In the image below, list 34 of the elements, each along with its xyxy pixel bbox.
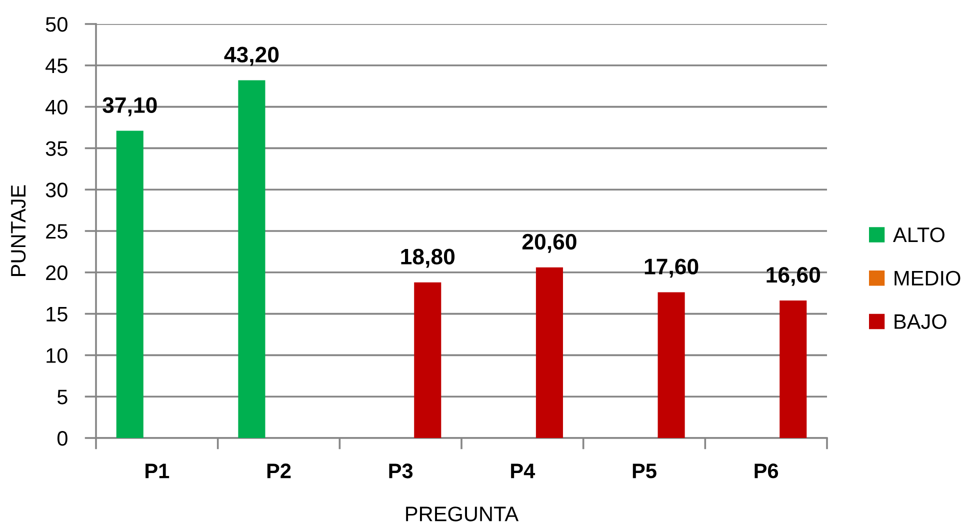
y-tick-label: 50 [46,17,68,32]
data-label: 43,20 [224,46,279,66]
data-label: 16,60 [766,266,820,286]
y-tick-label: 35 [46,141,68,156]
data-label: 37,10 [102,97,157,116]
x-tick-label: P6 [754,464,778,478]
x-axis-title: PREGUNTA [406,506,519,522]
bar [414,282,442,438]
y-tick-label: 10 [46,348,68,363]
x-tick-label: P4 [511,464,536,478]
bar [780,300,807,438]
legend-label: MEDIO [894,270,960,286]
y-tick-label: 20 [46,265,68,280]
x-tick-label: P5 [632,464,656,478]
data-label: 18,80 [401,248,455,268]
y-tick-label: 25 [46,224,68,239]
y-axis-title: PUNTAJE [11,185,26,276]
bar [238,80,266,438]
x-tick-label: P3 [389,464,413,478]
y-tick-label: 30 [46,182,68,198]
legend-label: ALTO [893,227,944,242]
y-tick-label: 0 [57,431,68,446]
y-tick-label: 5 [57,390,68,404]
y-tick-label: 15 [46,307,68,322]
legend-label: BAJO [894,314,946,329]
x-tick-label: P1 [146,464,170,478]
y-tick-label: 40 [46,100,68,115]
data-label: 17,60 [644,258,698,278]
y-tick-label: 45 [46,58,68,74]
bar [116,130,144,438]
x-tick-label: P2 [267,464,291,478]
bar [658,292,685,438]
data-label: 20,60 [522,234,576,253]
bar [536,267,563,438]
